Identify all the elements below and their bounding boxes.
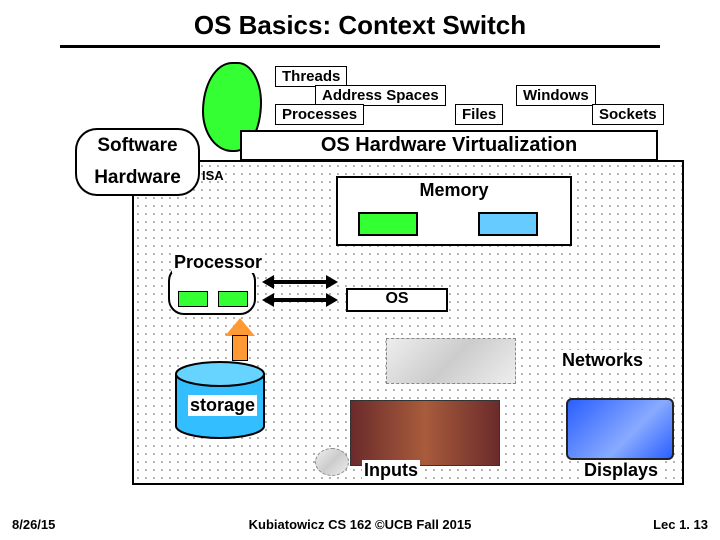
os-box: OS — [346, 288, 448, 312]
sockets-label: Sockets — [592, 104, 664, 125]
networks-label: Networks — [560, 350, 645, 371]
up-arrow-head — [225, 318, 255, 336]
hardware-label: Hardware — [75, 162, 200, 196]
memory-box: Memory — [336, 176, 572, 246]
processes-label: Processes — [275, 104, 364, 125]
arrow-proc-mem — [272, 280, 328, 284]
monitor-icon — [566, 398, 674, 460]
memory-label: Memory — [338, 178, 570, 201]
displays-label: Displays — [582, 460, 660, 481]
memory-slot-0 — [358, 212, 418, 236]
storage-label: storage — [188, 395, 257, 416]
software-label: Software — [75, 128, 200, 162]
files-label: Files — [455, 104, 503, 125]
title-rule — [60, 45, 660, 48]
processor-label: Processor — [172, 252, 264, 273]
isa-label: ISA — [202, 168, 224, 183]
footer-center: Kubiatowicz CS 162 ©UCB Fall 2015 — [0, 517, 720, 532]
os-virtualization-bar: OS Hardware Virtualization — [240, 130, 658, 161]
arrow-proc-os — [272, 298, 328, 302]
graphics-card-icon — [350, 400, 500, 466]
inputs-label: Inputs — [362, 460, 420, 481]
threads-label: Threads — [275, 66, 347, 87]
slide-title: OS Basics: Context Switch — [0, 0, 720, 45]
mouse-icon — [315, 448, 349, 476]
footer-lec: Lec 1. 13 — [653, 517, 708, 532]
windows-label: Windows — [516, 85, 596, 106]
processor-core-0 — [178, 291, 208, 307]
memory-slot-1 — [478, 212, 538, 236]
up-arrow-stem — [232, 335, 248, 361]
address-spaces-label: Address Spaces — [315, 85, 446, 106]
network-hw-icon — [386, 338, 516, 384]
processor-core-1 — [218, 291, 248, 307]
